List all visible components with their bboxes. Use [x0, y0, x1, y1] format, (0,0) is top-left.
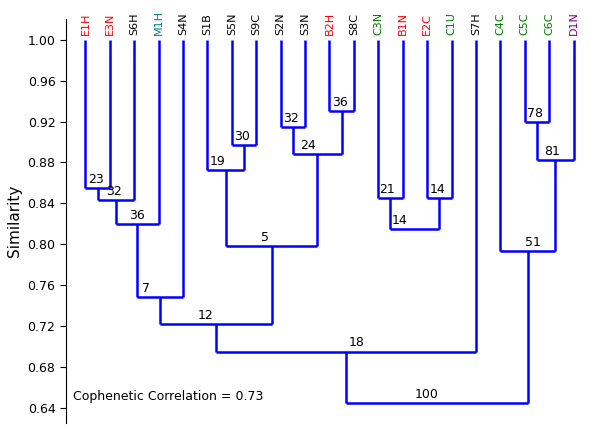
Text: S5N: S5N — [227, 12, 237, 35]
Text: 51: 51 — [525, 237, 541, 249]
Text: S1B: S1B — [202, 13, 212, 35]
Text: 32: 32 — [106, 185, 122, 198]
Text: E1H: E1H — [80, 12, 91, 35]
Text: 36: 36 — [130, 209, 145, 222]
Text: 81: 81 — [544, 145, 560, 158]
Text: B2H: B2H — [325, 12, 334, 35]
Text: C6C: C6C — [544, 12, 554, 35]
Text: 12: 12 — [198, 309, 214, 322]
Text: 100: 100 — [415, 387, 439, 401]
Text: 5: 5 — [261, 231, 269, 244]
Text: M1H: M1H — [154, 10, 164, 35]
Text: 32: 32 — [283, 112, 299, 125]
Text: D1N: D1N — [569, 11, 578, 35]
Text: 24: 24 — [300, 139, 316, 152]
Text: 14: 14 — [430, 183, 445, 196]
Text: 30: 30 — [235, 130, 250, 143]
Text: S4N: S4N — [178, 12, 188, 35]
Text: 18: 18 — [349, 336, 365, 350]
Text: E2C: E2C — [422, 13, 432, 35]
Text: S8C: S8C — [349, 13, 359, 35]
Text: 14: 14 — [392, 214, 407, 227]
Text: S7H: S7H — [471, 12, 481, 35]
Text: B1N: B1N — [398, 12, 407, 35]
Text: 23: 23 — [88, 173, 104, 186]
Text: 7: 7 — [142, 283, 149, 295]
Text: S2N: S2N — [275, 12, 286, 35]
Text: C5C: C5C — [520, 12, 530, 35]
Text: C1U: C1U — [446, 12, 457, 35]
Y-axis label: Similarity: Similarity — [7, 185, 22, 258]
Text: S3N: S3N — [300, 12, 310, 35]
Text: 21: 21 — [380, 183, 395, 196]
Text: 36: 36 — [332, 96, 347, 109]
Text: S6H: S6H — [129, 12, 139, 35]
Text: C4C: C4C — [496, 12, 505, 35]
Text: C3N: C3N — [373, 12, 383, 35]
Text: 78: 78 — [527, 107, 543, 120]
Text: E3N: E3N — [105, 12, 115, 35]
Text: 19: 19 — [210, 154, 226, 168]
Text: Cophenetic Correlation = 0.73: Cophenetic Correlation = 0.73 — [73, 390, 263, 402]
Text: S9C: S9C — [251, 13, 261, 35]
